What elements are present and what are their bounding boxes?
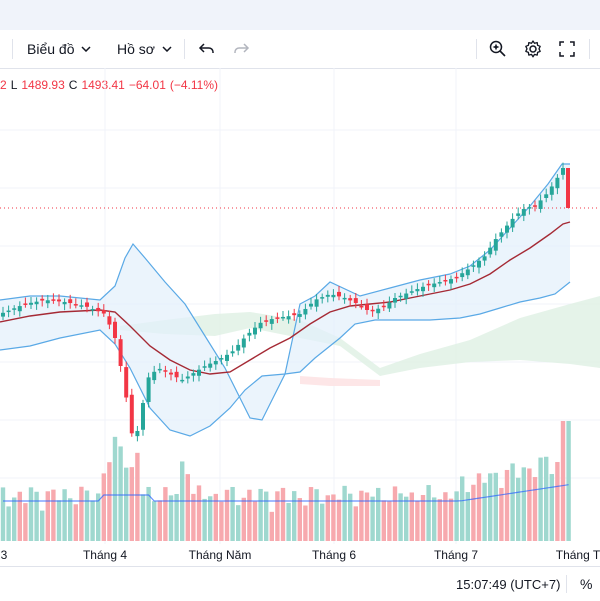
time-axis-label: Tháng 4 xyxy=(82,548,128,562)
candlesticks xyxy=(1,162,570,442)
time-axis-label: Tháng 6 xyxy=(311,548,357,562)
toolbar-separator xyxy=(12,39,13,59)
legend-low-key: L xyxy=(10,78,18,92)
legend-close-value: 1493.41 xyxy=(81,78,125,92)
chart-menu-button[interactable]: Biểu đồ xyxy=(27,30,92,68)
toolbar-separator xyxy=(589,39,590,59)
chevron-down-icon xyxy=(162,46,172,52)
time-axis: 3 Tháng 4 Tháng Năm Tháng 6 Tháng 7 Thán… xyxy=(0,544,600,566)
ichimoku-cloud-bearish xyxy=(300,376,380,386)
profile-menu-button[interactable]: Hồ sơ xyxy=(117,30,172,68)
legend-change: −64.01 xyxy=(128,78,166,92)
legend-high-value: 2 xyxy=(0,78,7,92)
time-axis-label: Tháng 7 xyxy=(433,548,479,562)
chart-menu-label: Biểu đồ xyxy=(27,41,75,57)
bollinger-bands xyxy=(0,163,571,437)
legend-close-key: C xyxy=(68,78,78,92)
percent-scale-toggle[interactable]: % xyxy=(580,576,593,592)
ohlc-legend: 2 L 1489.93 C 1493.41 −64.01 (−4.11%) xyxy=(0,78,222,92)
toolbar-separator xyxy=(184,39,185,59)
legend-change-pct: (−4.11%) xyxy=(169,78,219,92)
quick-search-icon[interactable] xyxy=(484,35,512,63)
redo-icon[interactable] xyxy=(227,35,255,63)
time-axis-label: Tháng Năm xyxy=(188,548,252,562)
gear-icon[interactable] xyxy=(519,35,547,63)
volume-bars xyxy=(0,421,571,541)
legend-low-value: 1489.93 xyxy=(21,78,65,92)
price-chart-canvas[interactable] xyxy=(0,68,600,544)
status-bar: 15:07:49 (UTC+7) % xyxy=(0,566,600,601)
ichimoku-cloud xyxy=(120,296,600,376)
profile-menu-label: Hồ sơ xyxy=(117,41,155,57)
time-axis-label: 3 xyxy=(0,548,8,562)
window-top-strip xyxy=(0,0,600,31)
fullscreen-icon[interactable] xyxy=(553,35,581,63)
chart-toolbar: Biểu đồ Hồ sơ xyxy=(0,30,600,69)
chevron-down-icon xyxy=(81,46,92,52)
volume-moving-average xyxy=(3,484,569,502)
clock-readout[interactable]: 15:07:49 (UTC+7) xyxy=(456,577,561,592)
status-separator xyxy=(566,575,567,593)
toolbar-separator xyxy=(476,39,477,59)
time-axis-label: Tháng T xyxy=(555,548,600,562)
undo-icon[interactable] xyxy=(193,35,221,63)
